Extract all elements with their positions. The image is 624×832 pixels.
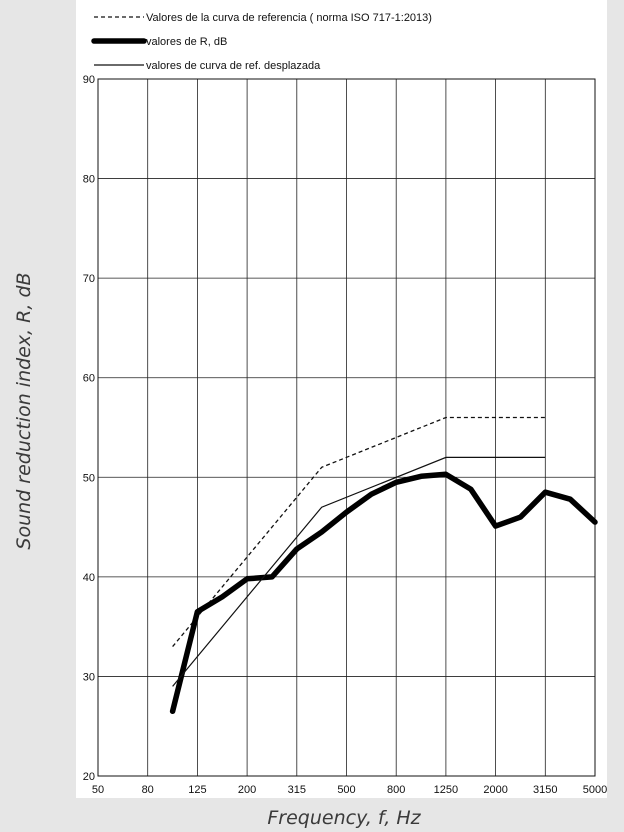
x-tick-label: 50 (92, 784, 104, 796)
x-tick-label: 80 (142, 784, 154, 796)
x-tick-label: 5000 (583, 784, 607, 796)
legend-label-3: valores de curva de ref. desplazada (146, 60, 321, 72)
x-tick-label: 500 (337, 784, 355, 796)
y-tick-label: 80 (83, 174, 95, 186)
x-tick-label: 200 (238, 784, 256, 796)
x-tick-label: 800 (387, 784, 405, 796)
plot-frame (97, 78, 596, 777)
x-axis-label: Frequency, f, Hz (267, 807, 421, 829)
chart-svg: 20 30 40 50 60 70 80 90 50 80 125 200 315 500 800 1250 2… (83, 12, 607, 796)
x-tick-label: 3150 (533, 784, 557, 796)
legend-label-1: Valores de la curva de referencia ( norm… (146, 12, 432, 24)
y-tick-label: 20 (83, 771, 95, 783)
chart-panel: 20 30 40 50 60 70 80 90 50 80 125 200 315 500 800 1250 2… (76, 0, 607, 798)
y-tick-label: 90 (83, 74, 95, 86)
y-tick-label: 30 (83, 671, 95, 683)
x-tick-label: 125 (188, 784, 206, 796)
y-tick-label: 70 (83, 273, 95, 285)
series-line-1 (172, 416, 546, 648)
x-tick-label: 315 (288, 784, 306, 796)
legend-label-2: valores de R, dB (146, 36, 227, 48)
series-line-2 (169, 471, 598, 715)
y-axis-label: Sound reduction index, R, dB (13, 272, 35, 550)
y-tick-label: 40 (83, 572, 95, 584)
series-line-3 (172, 456, 546, 687)
x-tick-label: 1250 (434, 784, 458, 796)
x-tick-label: 2000 (483, 784, 507, 796)
y-tick-label: 60 (83, 373, 95, 385)
y-tick-label: 50 (83, 472, 95, 484)
